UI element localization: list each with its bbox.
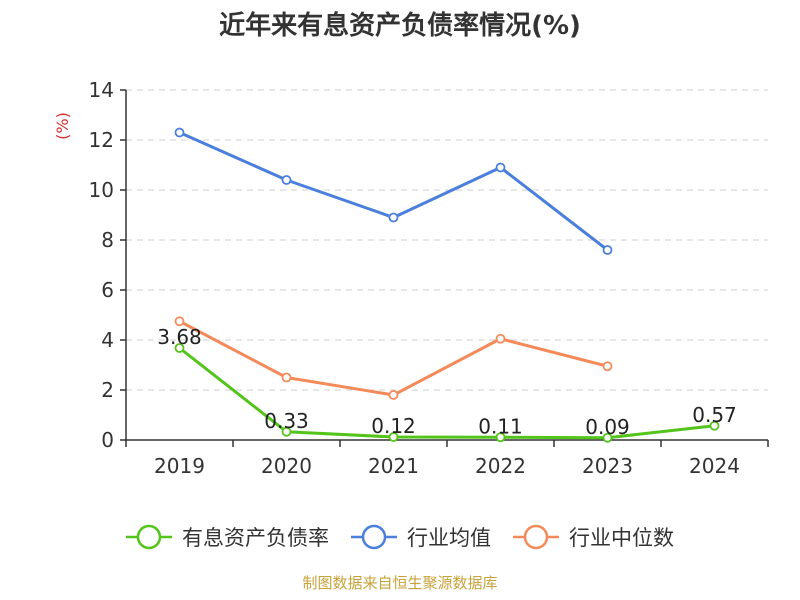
x-tick-label: 2020: [261, 454, 312, 478]
data-labels: 3.68 0.33 0.12 0.11 0.09 0.57: [157, 325, 737, 439]
series-line: [178, 131, 609, 252]
data-point: [388, 390, 399, 400]
y-tick-label: 14: [89, 78, 114, 102]
legend-marker: [523, 524, 549, 550]
y-tick-label: 12: [89, 128, 114, 152]
legend: 有息资产负债率 行业均值 行业中位数: [126, 524, 674, 550]
axes: 0 2 4 6 8 10 12 14 2019 2020 2021 2022 2023 2024: [89, 78, 769, 478]
series-lines: [174, 127, 720, 443]
y-tick-label: 0: [101, 428, 114, 452]
y-tick-label: 4: [101, 328, 114, 352]
data-label: 0.11: [478, 414, 523, 438]
data-point: [495, 432, 506, 443]
legend-label: 有息资产负债率: [182, 526, 329, 550]
data-point: [281, 426, 292, 437]
x-tick-label: 2024: [689, 454, 740, 478]
data-point: [281, 372, 292, 383]
data-point: [174, 343, 185, 353]
legend-label: 行业中位数: [569, 526, 674, 550]
data-label: 0.09: [585, 415, 630, 439]
data-point: [388, 212, 399, 223]
data-label: 0.57: [692, 403, 737, 427]
series-line: [178, 346, 716, 440]
x-tick-label: 2021: [368, 454, 419, 478]
data-label: 0.12: [371, 414, 416, 438]
y-axis-label: (%): [53, 112, 72, 140]
data-point: [174, 127, 185, 138]
data-point: [495, 162, 506, 173]
data-point: [388, 432, 399, 442]
y-tick-label: 8: [101, 228, 114, 252]
y-tick-label: 6: [101, 278, 114, 302]
y-tick-label: 10: [89, 178, 114, 202]
data-point: [602, 245, 613, 255]
data-label: 3.68: [157, 325, 202, 349]
legend-marker: [361, 524, 387, 550]
series-line: [178, 319, 609, 397]
grid-lines: [126, 89, 768, 391]
source-note: 制图数据来自恒生聚源数据库: [302, 574, 497, 592]
data-point: [174, 316, 185, 327]
chart-title: 近年来有息资产负债率情况(%): [219, 10, 581, 41]
x-tick-label: 2019: [154, 454, 205, 478]
x-tick-label: 2022: [475, 454, 526, 478]
data-point: [602, 361, 613, 372]
data-point: [602, 432, 613, 443]
data-point: [709, 420, 720, 431]
x-tick-label: 2023: [582, 454, 633, 478]
data-point: [281, 175, 292, 185]
data-label: 0.33: [264, 409, 309, 433]
y-tick-label: 2: [101, 378, 114, 402]
legend-marker: [136, 524, 162, 550]
legend-label: 行业均值: [407, 526, 491, 550]
data-point: [495, 333, 506, 344]
